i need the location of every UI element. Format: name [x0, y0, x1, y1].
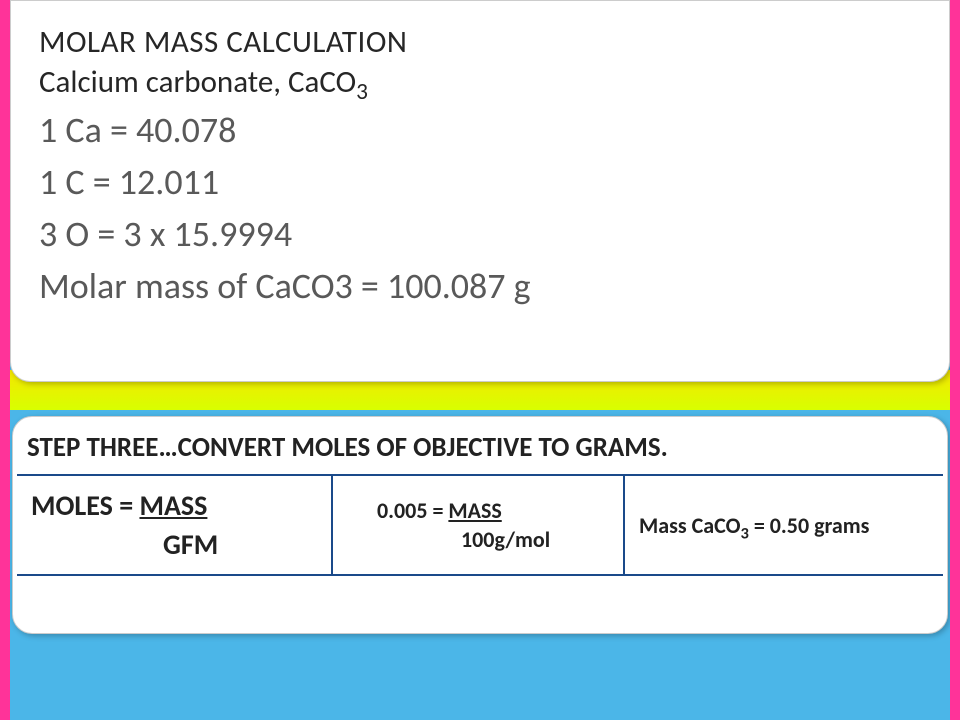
- calc-line-total: Molar mass of CaCO3 = 100.087 g: [39, 263, 921, 309]
- card-title-2: Calcium carbonate, CaCO3: [39, 63, 921, 101]
- molar-mass-card: MOLAR MASS CALCULATION Calcium carbonate…: [10, 0, 950, 382]
- card-title-1: MOLAR MASS CALCULATION: [39, 23, 921, 61]
- formula-prefix: MOLES =: [31, 488, 139, 523]
- formula-line-2: GFM: [31, 527, 317, 562]
- result-line: Mass CaCO3 = 0.50 grams: [639, 512, 929, 539]
- formula-line-1: MOLES = MASS: [31, 488, 317, 523]
- table-cell-formula: MOLES = MASS GFM: [17, 476, 333, 574]
- table-cell-result: Mass CaCO3 = 0.50 grams: [625, 476, 943, 574]
- compound-name: Calcium carbonate, CaCO: [39, 63, 356, 101]
- step-heading: STEP THREE…CONVERT MOLES OF OBJECTIVE TO…: [17, 431, 943, 464]
- result-prefix: Mass CaCO: [639, 512, 740, 539]
- subst-line-1: 0.005 = MASS: [347, 497, 609, 524]
- formula-mass: MASS: [139, 488, 207, 523]
- result-subscript: 3: [740, 523, 748, 543]
- compound-subscript: 3: [356, 78, 368, 106]
- calc-line-c: 1 C = 12.011: [39, 159, 921, 205]
- subst-line-2: 100g/mol: [347, 526, 609, 553]
- table-cell-substitution: 0.005 = MASS 100g/mol: [333, 476, 625, 574]
- subst-prefix: 0.005 =: [377, 497, 448, 524]
- result-suffix: = 0.50 grams: [749, 512, 870, 539]
- calc-line-ca: 1 Ca = 40.078: [39, 107, 921, 153]
- step-three-card: STEP THREE…CONVERT MOLES OF OBJECTIVE TO…: [12, 416, 948, 634]
- right-pink-edge: [950, 0, 960, 720]
- formula-table: MOLES = MASS GFM 0.005 = MASS 100g/mol M…: [17, 474, 943, 576]
- subst-mass: MASS: [448, 497, 501, 524]
- left-pink-edge: [0, 0, 10, 720]
- calc-line-o: 3 O = 3 x 15.9994: [39, 211, 921, 257]
